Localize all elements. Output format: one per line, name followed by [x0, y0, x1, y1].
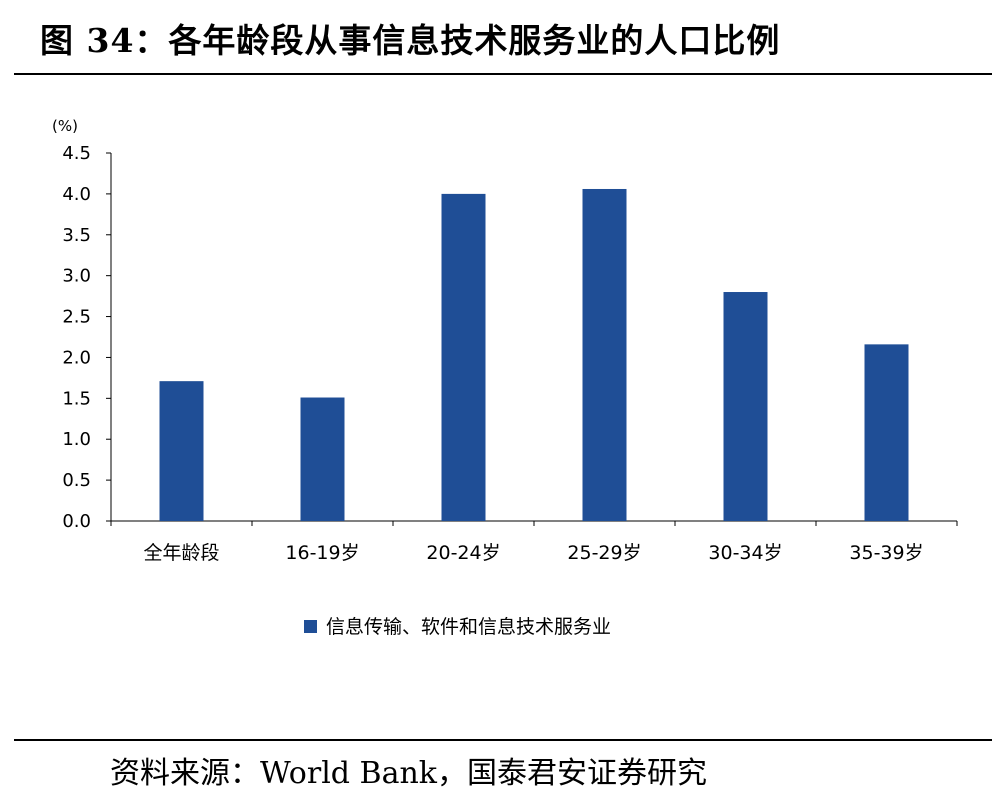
bar — [582, 188, 627, 521]
y-tick-label: 1.5 — [62, 388, 91, 409]
x-tick-label: 30-34岁 — [708, 542, 782, 564]
y-tick-label: 0.0 — [62, 511, 91, 532]
legend: 信息传输、软件和信息技术服务业 — [304, 616, 611, 638]
bar-series — [159, 188, 909, 521]
x-tick-label: 35-39岁 — [849, 542, 923, 564]
y-tick-label: 0.5 — [62, 470, 91, 491]
y-tick-label: 2.0 — [62, 347, 91, 368]
x-tick-label: 25-29岁 — [567, 542, 641, 564]
y-tick-label: 1.0 — [62, 429, 91, 450]
x-axis: 全年龄段 16-19岁 20-24岁 25-29岁 30-34岁 35-39岁 — [110, 520, 958, 564]
bar — [864, 344, 909, 521]
bottom-rule — [14, 739, 992, 741]
y-tick-label: 3.5 — [62, 225, 91, 246]
y-tick-label: 4.0 — [62, 184, 91, 205]
bar — [159, 381, 204, 521]
bar — [723, 292, 768, 521]
y-tick-label: 2.5 — [62, 307, 91, 328]
x-tick-label: 20-24岁 — [426, 542, 500, 564]
bar — [300, 397, 345, 521]
x-tick-label: 16-19岁 — [285, 542, 359, 564]
y-tick-label: 4.5 — [62, 143, 91, 164]
y-axis: 0.0 0.5 1.0 1.5 2.0 2.5 3.0 3.5 4.0 4.5 — [62, 143, 112, 532]
legend-label: 信息传输、软件和信息技术服务业 — [326, 616, 611, 638]
y-unit-label: (%) — [52, 117, 78, 135]
bar — [441, 193, 486, 521]
x-tick-label: 全年龄段 — [143, 542, 219, 564]
legend-swatch — [304, 620, 317, 633]
top-rule — [14, 73, 992, 75]
figure-title: 图 34：各年龄段从事信息技术服务业的人口比例 — [40, 21, 781, 60]
source-note: 资料来源：World Bank，国泰君安证券研究 — [110, 756, 707, 791]
bar-chart: (%) 0.0 0.5 1.0 1.5 2.0 2.5 3.0 3.5 4.0 4.5 全年龄段 1… — [52, 117, 958, 638]
y-tick-label: 3.0 — [62, 266, 91, 287]
